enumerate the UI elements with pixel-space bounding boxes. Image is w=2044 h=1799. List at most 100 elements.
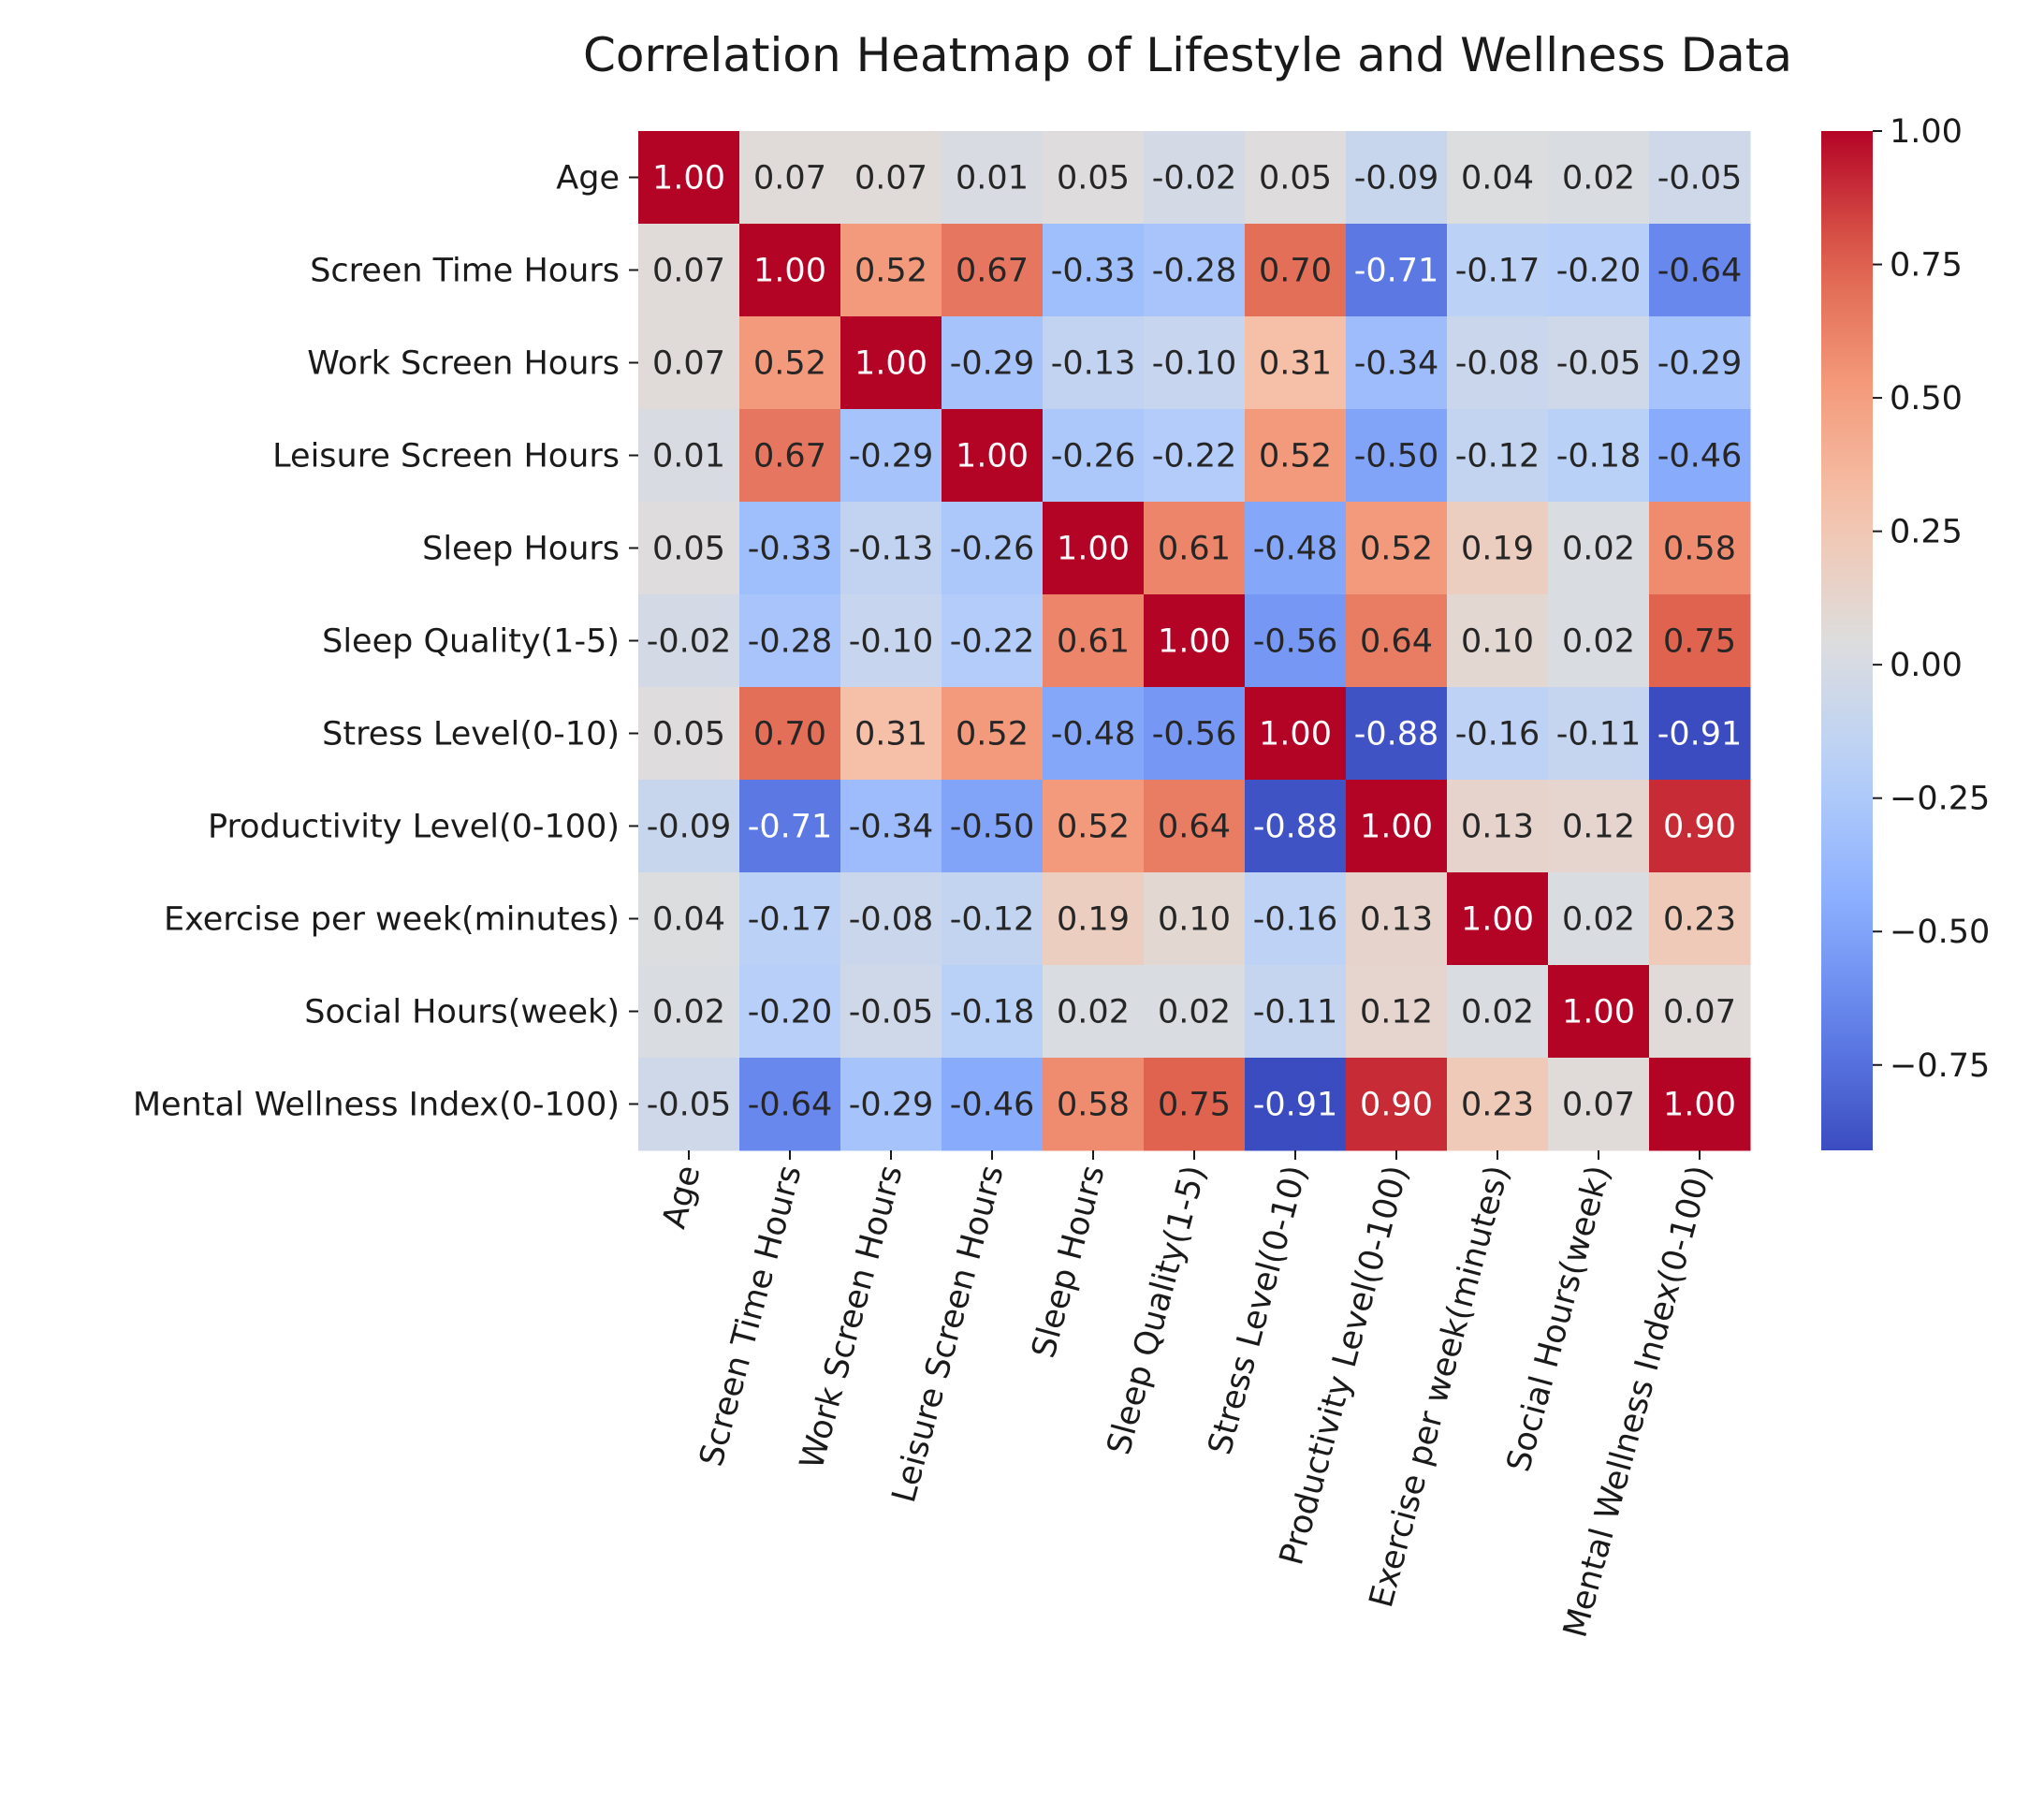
- heatmap-cell: [840, 780, 942, 873]
- heatmap-cell: [1649, 872, 1751, 966]
- heatmap-cell: [1548, 502, 1650, 595]
- cell-value-label: -0.17: [1455, 253, 1540, 290]
- cell-value-label: 0.31: [854, 716, 927, 753]
- cell-value-label: -0.48: [1253, 531, 1338, 568]
- heatmap-cell: [1649, 594, 1751, 688]
- colorbar-tick-label: 0.25: [1890, 514, 1963, 551]
- heatmap-cell: [1245, 594, 1347, 688]
- heatmap-cell: [739, 965, 841, 1059]
- heatmap-cell: [942, 687, 1044, 781]
- cell-value-label: 0.52: [854, 253, 927, 290]
- heatmap-cell: [739, 594, 841, 688]
- heatmap-cell: [1346, 594, 1448, 688]
- heatmap-cell: [1144, 502, 1246, 595]
- heatmap-cell: [942, 224, 1044, 317]
- cell-value-label: -0.64: [748, 1087, 833, 1124]
- cell-value-label: 0.52: [1259, 438, 1332, 475]
- colorbar-gradient: [1821, 131, 1873, 1150]
- cell-value-label: -0.34: [1354, 345, 1439, 383]
- cell-value-label: 0.07: [652, 345, 725, 383]
- colorbar-tick-label: −0.75: [1890, 1047, 1990, 1085]
- cell-value-label: -0.56: [1253, 623, 1338, 661]
- cell-value-label: -0.12: [1455, 438, 1540, 475]
- x-label-sleep-hours: Sleep Hours: [1025, 1162, 1112, 1362]
- colorbar-tick-label: 0.75: [1890, 247, 1963, 285]
- y-label-stress-level-0-10: Stress Level(0-10): [322, 716, 620, 753]
- heatmap-cell: [1649, 965, 1751, 1059]
- cell-value-label: -0.26: [1051, 438, 1136, 475]
- cell-value-label: -0.09: [1354, 160, 1439, 197]
- cell-value-label: -0.12: [950, 901, 1035, 939]
- heatmap-cell: [1548, 409, 1650, 503]
- cell-value-label: 1.00: [1663, 1087, 1736, 1124]
- cell-value-label: 1.00: [854, 345, 927, 383]
- heatmap-cell: [638, 965, 740, 1059]
- heatmap-cell: [1649, 131, 1751, 225]
- heatmap-cell: [840, 131, 942, 225]
- heatmap-cell: [1043, 1058, 1145, 1151]
- colorbar-tick-label: 0.00: [1890, 647, 1963, 684]
- x-label-screen-time-hours: Screen Time Hours: [693, 1162, 809, 1470]
- heatmap-cell: [1043, 965, 1145, 1059]
- heatmap-cells: 1.00 0.07 0.07 0.01 0.05 -0.02 0.05 -0.09 0.04 0.…: [638, 131, 1751, 1151]
- cell-value-label: -0.46: [1657, 438, 1743, 475]
- heatmap-cell: [942, 965, 1044, 1059]
- cell-value-label: 1.00: [652, 160, 725, 197]
- cell-value-label: 0.23: [1461, 1087, 1534, 1124]
- cell-value-label: 0.90: [1663, 809, 1736, 846]
- cell-value-label: 0.07: [652, 253, 725, 290]
- cell-value-label: -0.11: [1556, 716, 1642, 753]
- cell-value-label: -0.11: [1253, 994, 1338, 1031]
- cell-value-label: 0.52: [956, 716, 1029, 753]
- heatmap-cell: [1245, 1058, 1347, 1151]
- cell-value-label: 0.52: [1057, 809, 1130, 846]
- chart-title: Correlation Heatmap of Lifestyle and Wel…: [583, 28, 1792, 82]
- cell-value-label: -0.29: [849, 1087, 934, 1124]
- heatmap-cell: [1447, 409, 1549, 503]
- y-label-mental-wellness-index-0-100: Mental Wellness Index(0-100): [133, 1087, 620, 1124]
- heatmap-cell: [1649, 316, 1751, 410]
- heatmap-cell: [1548, 1058, 1650, 1151]
- heatmap-cell: [1346, 316, 1448, 410]
- heatmap-cell: [1548, 224, 1650, 317]
- heatmap-cell: [1447, 687, 1549, 781]
- cell-value-label: 0.61: [1057, 623, 1130, 661]
- heatmap-cell: [1043, 780, 1145, 873]
- heatmap-cell: [1649, 1058, 1751, 1151]
- cell-value-label: 0.05: [652, 531, 725, 568]
- heatmap-cell: [1144, 965, 1246, 1059]
- heatmap-cell: [1447, 872, 1549, 966]
- heatmap-cell: [1043, 409, 1145, 503]
- heatmap-cell: [638, 409, 740, 503]
- heatmap-cell: [1043, 687, 1145, 781]
- cell-value-label: -0.50: [950, 809, 1035, 846]
- heatmap-cell: [1144, 594, 1246, 688]
- heatmap-cell: [1346, 131, 1448, 225]
- cell-value-label: -0.18: [1556, 438, 1642, 475]
- heatmap-cell: [1346, 780, 1448, 873]
- cell-value-label: 0.12: [1360, 994, 1433, 1031]
- cell-value-label: 0.13: [1360, 901, 1433, 939]
- cell-value-label: 0.52: [1360, 531, 1433, 568]
- y-label-sleep-quality-1-5: Sleep Quality(1-5): [322, 623, 620, 661]
- heatmap-cell: [1144, 131, 1246, 225]
- heatmap-cell: [638, 780, 740, 873]
- cell-value-label: -0.33: [1051, 253, 1136, 290]
- heatmap-cell: [739, 409, 841, 503]
- heatmap-cell: [1245, 316, 1347, 410]
- heatmap-cell: [840, 502, 942, 595]
- cell-value-label: -0.34: [849, 809, 934, 846]
- heatmap-cell: [1144, 409, 1246, 503]
- cell-value-label: 1.00: [1158, 623, 1231, 661]
- cell-value-label: -0.46: [950, 1087, 1035, 1124]
- heatmap-cell: [638, 131, 740, 225]
- heatmap-cell: [638, 316, 740, 410]
- cell-value-label: -0.50: [1354, 438, 1439, 475]
- cell-value-label: -0.08: [1455, 345, 1540, 383]
- cell-value-label: 1.00: [1562, 994, 1635, 1031]
- cell-value-label: -0.29: [849, 438, 934, 475]
- cell-value-label: 0.02: [652, 994, 725, 1031]
- cell-value-label: -0.29: [1657, 345, 1743, 383]
